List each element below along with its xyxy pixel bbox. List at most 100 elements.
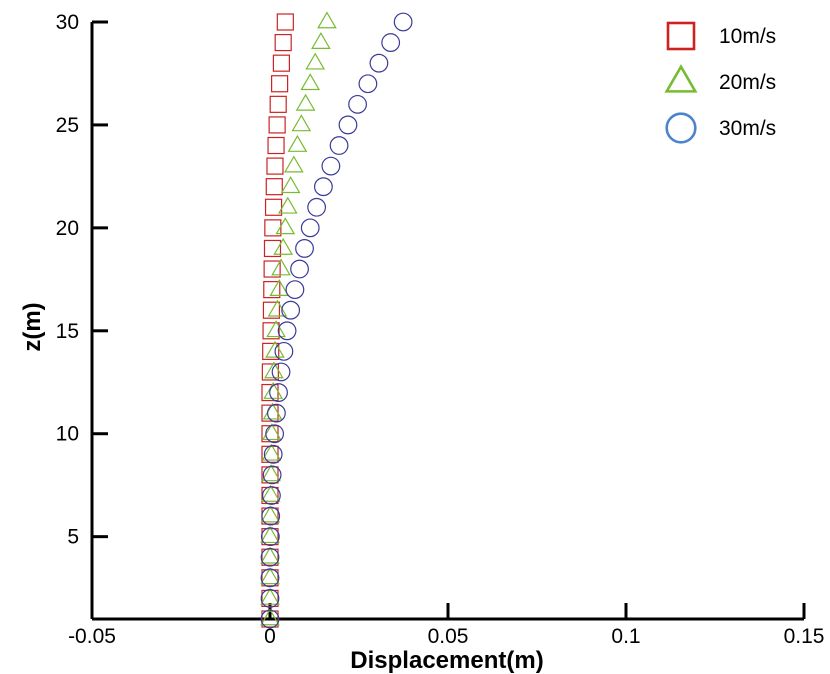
triangle-point bbox=[280, 176, 301, 194]
circle-point bbox=[277, 321, 297, 341]
triangle-point bbox=[264, 361, 284, 379]
circle-point bbox=[307, 197, 327, 217]
legend-item: 10m/s bbox=[666, 21, 776, 51]
circle-point bbox=[261, 506, 281, 526]
square-point bbox=[267, 136, 285, 155]
axes: -0.05 0 0.05 0.1 0.15 5 10 15 20 25 30 bbox=[56, 11, 825, 648]
circle-point bbox=[295, 239, 314, 258]
circle-point bbox=[260, 547, 280, 567]
circle-point bbox=[393, 12, 413, 32]
legend-circle-icon bbox=[665, 112, 697, 144]
circle-point bbox=[271, 362, 291, 382]
legend-label: 10m/s bbox=[719, 25, 776, 48]
circle-point bbox=[263, 444, 283, 464]
legend-triangle-icon bbox=[664, 64, 698, 93]
triangle-point bbox=[311, 31, 331, 49]
square-point bbox=[261, 589, 279, 608]
triangle-point bbox=[291, 114, 312, 132]
y-tick-label: 10 bbox=[56, 423, 79, 446]
square-point bbox=[271, 75, 289, 93]
circle-point bbox=[369, 53, 389, 73]
y-axis-title: z(m) bbox=[19, 302, 46, 351]
triangle-point bbox=[260, 608, 280, 626]
triangle-point bbox=[277, 196, 298, 214]
triangle-point bbox=[300, 73, 321, 91]
square-point bbox=[261, 363, 279, 381]
legend: 10m/s 20m/s 30m/s bbox=[664, 21, 776, 144]
circle-point bbox=[314, 177, 333, 197]
triangle-point bbox=[271, 258, 291, 276]
square-point bbox=[261, 610, 279, 628]
series-square bbox=[261, 13, 294, 628]
square-point bbox=[263, 239, 282, 258]
triangle-point bbox=[295, 93, 316, 111]
circle-point bbox=[269, 383, 288, 402]
x-tick-label: 0.05 bbox=[428, 625, 469, 648]
circle-point bbox=[281, 300, 301, 320]
square-point bbox=[261, 569, 279, 587]
circle-point bbox=[381, 33, 401, 52]
y-tick-label: 5 bbox=[67, 526, 79, 549]
legend-item: 30m/s bbox=[665, 112, 776, 144]
square-point bbox=[264, 198, 283, 216]
triangle-point bbox=[265, 340, 285, 358]
y-tick-label: 15 bbox=[56, 320, 79, 343]
triangle-point bbox=[305, 52, 326, 70]
square-point bbox=[269, 95, 287, 113]
square-point bbox=[261, 548, 279, 566]
legend-label: 20m/s bbox=[719, 71, 776, 94]
circle-point bbox=[321, 156, 341, 176]
square-point bbox=[266, 157, 284, 175]
circle-point bbox=[260, 527, 280, 547]
data-marks bbox=[260, 11, 413, 629]
triangle-point bbox=[317, 11, 337, 29]
y-tick-label: 30 bbox=[56, 11, 79, 34]
x-axis-title: Displacement(m) bbox=[350, 647, 543, 674]
circle-point bbox=[267, 403, 286, 423]
square-point bbox=[265, 178, 283, 196]
x-tick-label: -0.05 bbox=[68, 625, 116, 648]
circle-point bbox=[338, 115, 358, 135]
circle-point bbox=[290, 259, 309, 279]
triangle-point bbox=[260, 546, 280, 564]
triangle-point bbox=[263, 381, 284, 399]
circle-point bbox=[260, 589, 280, 608]
series-circle bbox=[260, 12, 413, 629]
circle-point bbox=[260, 609, 280, 629]
x-tick-label: 0.1 bbox=[611, 625, 640, 648]
square-point bbox=[262, 301, 281, 319]
circle-point bbox=[300, 218, 320, 238]
square-point bbox=[276, 13, 294, 31]
square-point bbox=[264, 219, 282, 237]
circle-point bbox=[329, 136, 349, 155]
triangle-point bbox=[261, 443, 282, 461]
triangle-point bbox=[284, 155, 304, 173]
triangle-point bbox=[267, 299, 288, 317]
circle-point bbox=[260, 568, 280, 588]
circle-point bbox=[285, 280, 305, 300]
y-tick-label: 20 bbox=[56, 217, 79, 240]
circle-point bbox=[348, 94, 367, 114]
square-point bbox=[263, 260, 281, 278]
triangle-point bbox=[273, 237, 294, 255]
legend-item: 20m/s bbox=[664, 64, 776, 94]
square-point bbox=[262, 342, 280, 360]
triangle-point bbox=[260, 505, 281, 523]
square-point bbox=[272, 54, 290, 72]
circle-point bbox=[265, 424, 285, 444]
triangle-point bbox=[262, 402, 283, 420]
square-point bbox=[274, 33, 292, 52]
circle-point bbox=[358, 74, 378, 94]
triangle-point bbox=[261, 464, 281, 482]
series-triangle bbox=[260, 11, 337, 626]
triangle-point bbox=[260, 484, 281, 502]
circle-point bbox=[262, 465, 282, 485]
square-point bbox=[268, 116, 286, 134]
triangle-point bbox=[260, 526, 280, 544]
triangle-point bbox=[287, 134, 308, 152]
x-tick-label: 0.15 bbox=[784, 625, 825, 648]
y-tick-label: 25 bbox=[56, 114, 79, 137]
square-point bbox=[263, 281, 281, 299]
triangle-point bbox=[260, 567, 280, 585]
